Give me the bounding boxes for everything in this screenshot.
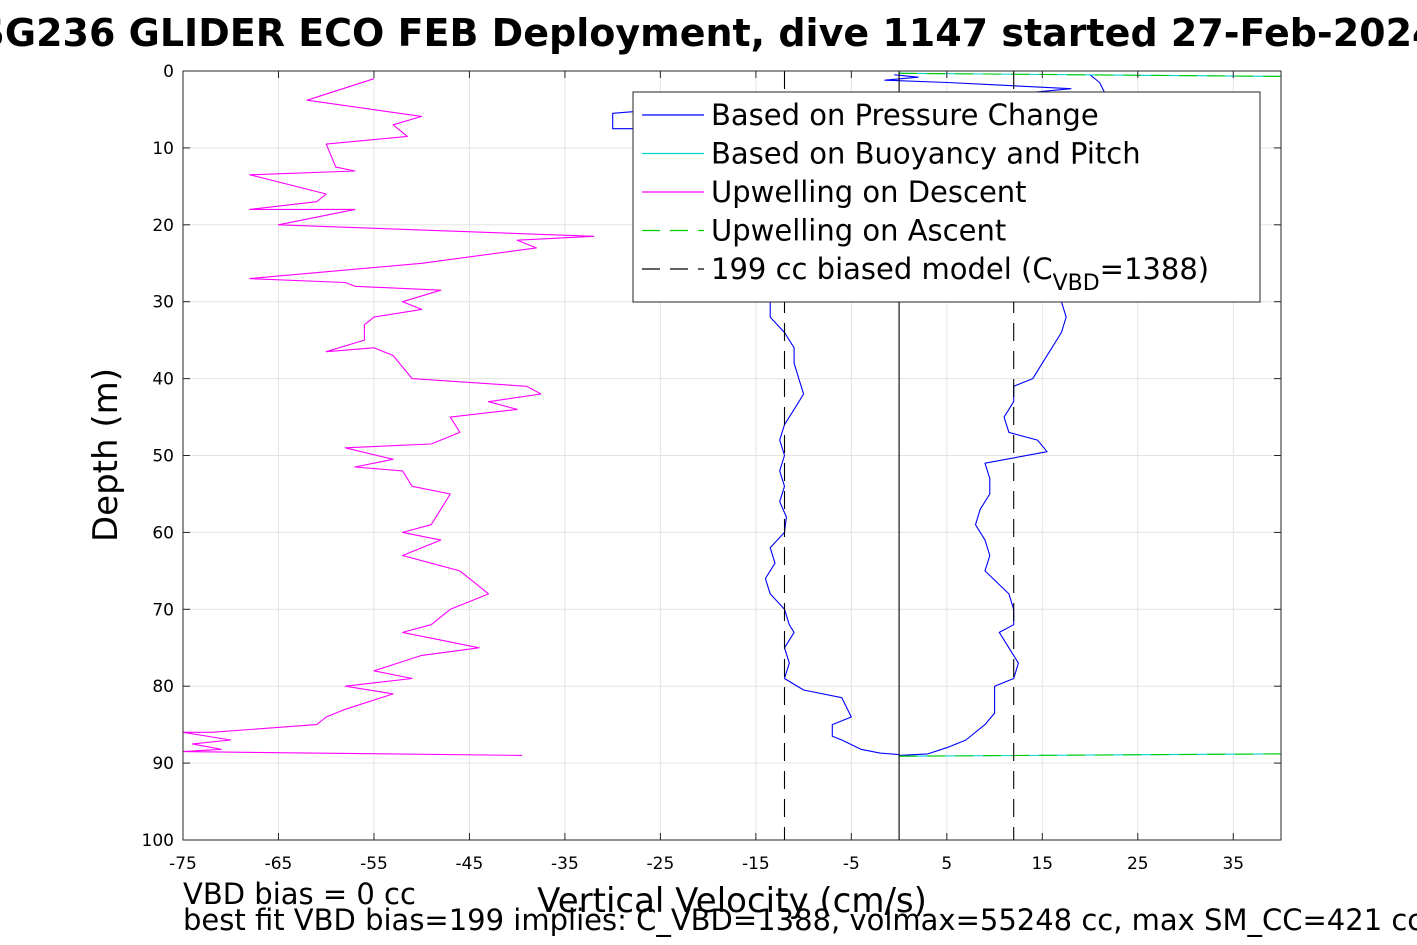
legend-label-4: 199 cc biased model (CVBD=1388) (711, 252, 1209, 296)
y-tick-label: 40 (152, 370, 174, 390)
x-tick-label: -45 (456, 854, 484, 874)
y-axis: 0 10 20 30 40 50 60 70 80 90 100 (142, 62, 1281, 851)
legend-label-main: Based on Buoyancy and Pitch (711, 137, 1141, 171)
y-axis-label: Depth (m) (86, 368, 126, 542)
series-line-6 (899, 753, 1281, 757)
x-tick-label: -65 (265, 854, 293, 874)
y-tick-label: 20 (152, 216, 174, 236)
series-line-5 (899, 72, 1281, 77)
vbd-bias-note: VBD bias = 0 cc (183, 877, 416, 911)
x-tick-label: -15 (742, 854, 770, 874)
x-axis: -75 -65 -55 -45 -35 -25 -15 -5 5 15 25 35 (169, 71, 1244, 874)
x-tick-label: -5 (843, 854, 860, 874)
series-line-0 (612, 74, 1072, 756)
series-line-2 (183, 78, 595, 756)
x-tick-label: 35 (1222, 854, 1244, 874)
best-fit-note: best fit VBD bias=199 implies: C_VBD=138… (183, 903, 1417, 937)
y-tick-label: 50 (152, 447, 174, 467)
chart-title: SG236 GLIDER ECO FEB Deployment, dive 11… (0, 11, 1417, 55)
x-tick-label: 25 (1127, 854, 1149, 874)
y-tick-label: 10 (152, 139, 174, 159)
y-tick-label: 70 (152, 600, 174, 620)
legend-label-suffix: =1388) (1100, 252, 1209, 286)
y-tick-label: 60 (152, 523, 174, 543)
x-tick-label: -25 (647, 854, 675, 874)
legend-label-main: Upwelling on Ascent (711, 214, 1006, 248)
x-axis-label: Vertical Velocity (cm/s) (537, 881, 927, 921)
legend-label-2: Upwelling on Descent (711, 175, 1027, 209)
x-tick-label: 5 (941, 854, 952, 874)
x-tick-label: -55 (360, 854, 388, 874)
legend-label-3: Upwelling on Ascent (711, 214, 1006, 248)
x-tick-label: 15 (1031, 854, 1053, 874)
y-tick-label: 90 (152, 754, 174, 774)
legend-label-main: 199 cc biased model (C (711, 252, 1053, 286)
y-tick-label: 100 (142, 831, 174, 851)
legend-label-sub: VBD (1053, 271, 1100, 296)
legend-box (632, 91, 1261, 303)
y-tick-label: 0 (163, 62, 174, 82)
y-tick-label: 30 (152, 293, 174, 313)
legend-label-main: Upwelling on Descent (711, 175, 1027, 209)
y-tick-label: 80 (152, 677, 174, 697)
legend-label-1: Based on Buoyancy and Pitch (711, 137, 1141, 171)
x-tick-label: -75 (169, 854, 197, 874)
x-tick-label: -35 (551, 854, 579, 874)
legend-label-main: Based on Pressure Change (711, 98, 1099, 132)
legend: Based on Pressure Change Based on Buoyanc… (632, 91, 1261, 303)
legend-label-0: Based on Pressure Change (711, 98, 1099, 132)
